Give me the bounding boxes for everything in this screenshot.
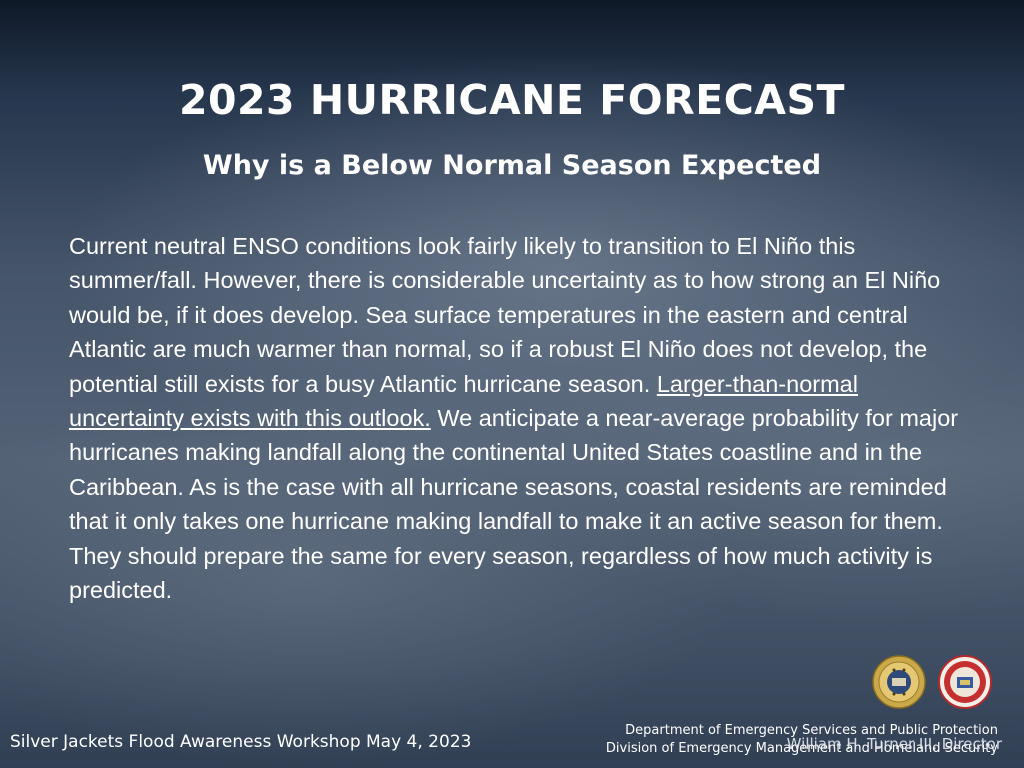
department-line-1: Department of Emergency Services and Pub… (625, 723, 998, 738)
body-text-part1: Current neutral ENSO conditions look fai… (69, 233, 941, 397)
state-seal-icon (872, 655, 926, 709)
slide-title: 2023 HURRICANE FORECAST (178, 76, 846, 124)
department-line-2: Division of Emergency Management and Hom… (605, 740, 998, 756)
department-footer: Department of Emergency Services and Pub… (605, 722, 1002, 757)
workshop-footer: Silver Jackets Flood Awareness Workshop … (10, 732, 472, 752)
emergency-management-seal-icon (938, 655, 992, 709)
body-text-underlined: Larger-than-normal uncertainty exists wi… (69, 370, 858, 432)
director-name: William H. Turner III, Director (786, 735, 1002, 753)
slide-body: Current neutral ENSO conditions look fai… (69, 229, 969, 607)
body-text-part2: We anticipate a near-average probability… (69, 405, 959, 604)
slide-subtitle: Why is a Below Normal Season Expected (202, 150, 822, 181)
